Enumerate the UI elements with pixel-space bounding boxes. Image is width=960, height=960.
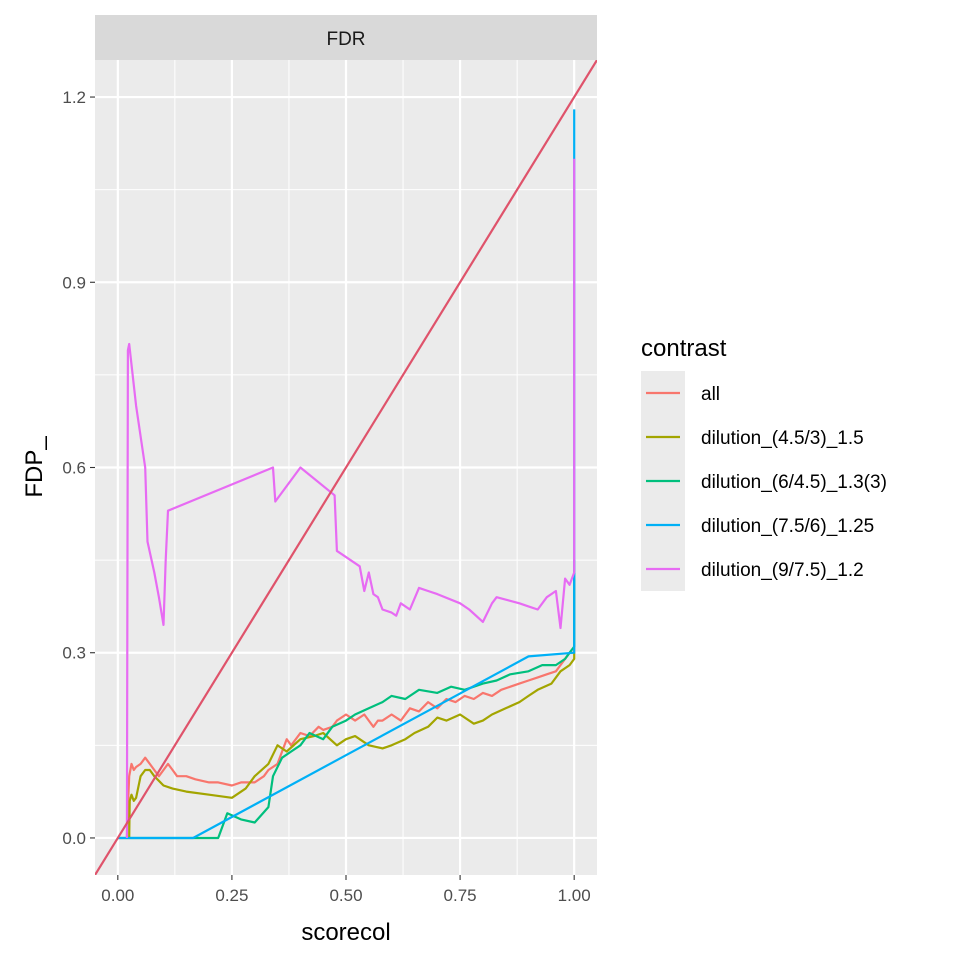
y-tick-label: 0.3	[62, 644, 86, 663]
series-line-0	[125, 578, 576, 839]
facet-strip	[95, 15, 597, 60]
reference-line	[95, 60, 597, 875]
x-axis: 0.00 0.25 0.50 0.75 1.00	[101, 875, 591, 905]
series-line-3	[117, 109, 576, 840]
series-layer	[117, 109, 576, 840]
x-tick-label: 1.00	[558, 886, 591, 905]
x-tick-label: 0.25	[215, 886, 248, 905]
legend-label-4: dilution_(9/7.5)_1.2	[701, 560, 864, 581]
series-line-2	[117, 560, 576, 840]
facet-label: FDR	[326, 29, 365, 50]
series-line-4	[125, 158, 576, 839]
x-tick-label: 0.50	[329, 886, 362, 905]
legend-label-0: all	[701, 384, 720, 405]
legend-label-2: dilution_(6/4.5)_1.3(3)	[701, 472, 887, 493]
legend-label-3: dilution_(7.5/6)_1.25	[701, 516, 874, 537]
legend-label-1: dilution_(4.5/3)_1.5	[701, 428, 864, 449]
y-tick-label: 0.9	[62, 273, 86, 292]
y-axis-title: FDP_	[21, 436, 48, 498]
x-tick-label: 0.00	[101, 886, 134, 905]
y-tick-label: 0.0	[62, 829, 86, 848]
x-tick-label: 0.75	[444, 886, 477, 905]
y-axis: 0.0 0.3 0.6 0.9 1.2	[62, 88, 95, 848]
reference-line-layer	[95, 60, 597, 875]
series-line-1	[128, 652, 576, 839]
legend: contrast all dilution_(4.5/3)_1.5 dilution…	[641, 335, 887, 591]
y-tick-label: 1.2	[62, 88, 86, 107]
y-tick-label: 0.6	[62, 459, 86, 478]
x-axis-title: scorecol	[301, 919, 390, 946]
legend-title: contrast	[641, 335, 727, 362]
